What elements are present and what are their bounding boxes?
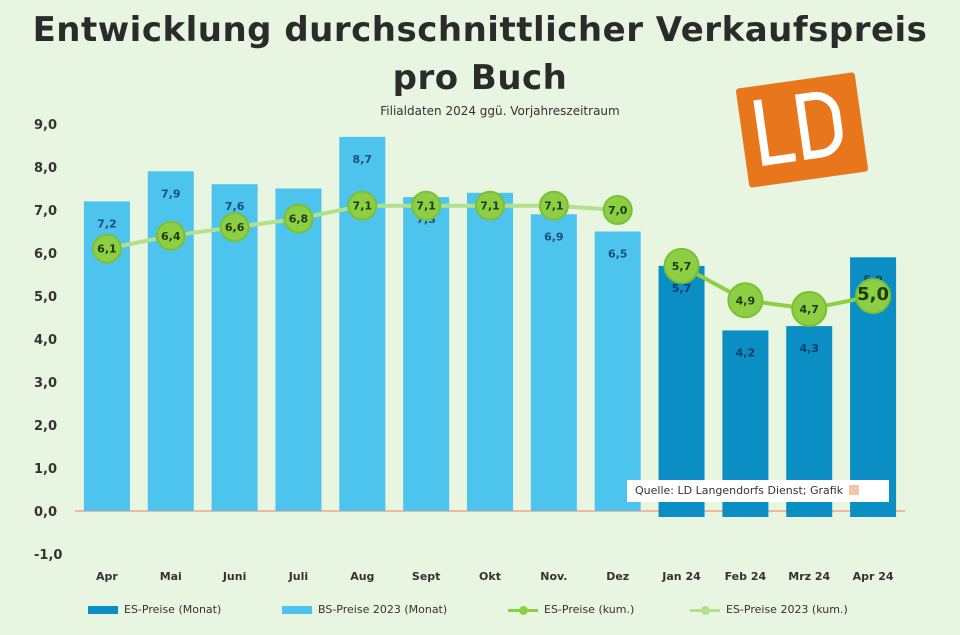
- series-line: [680, 264, 874, 311]
- line-point: [155, 220, 186, 251]
- chart-title-line-2: pro Buch: [392, 58, 568, 98]
- y-tick-label: 5,0: [34, 290, 57, 305]
- y-tick-label: 6,0: [34, 247, 57, 262]
- line-data-label: 7,1: [544, 200, 564, 213]
- legend-swatch: [282, 606, 312, 614]
- x-tick-label: Aug: [350, 570, 374, 583]
- x-tick-label: Mai: [160, 570, 182, 583]
- bar-data-label: 7,9: [161, 187, 181, 200]
- bar: [467, 192, 513, 512]
- x-tick-label: Dez: [606, 570, 629, 583]
- bar-data-label: 4,3: [799, 342, 819, 355]
- bar-data-label: 5,7: [672, 282, 692, 295]
- x-tick-label: Mrz 24: [788, 570, 830, 583]
- x-tick-label: Nov.: [540, 570, 567, 583]
- bar-data-label: 4,2: [736, 346, 756, 359]
- x-tick-label: Apr: [96, 570, 118, 583]
- legend-line: [508, 605, 538, 615]
- line-point: [283, 203, 314, 234]
- line-point: [727, 282, 764, 319]
- chart-title-line-1: Entwicklung durchschnittlicher Verkaufsp…: [32, 10, 928, 50]
- legend-label: ES-Preise (kum.): [544, 603, 635, 616]
- line-data-label: 6,4: [161, 230, 181, 243]
- line-data-label: 4,7: [799, 303, 819, 316]
- line-data-label: 4,9: [736, 294, 756, 307]
- bar-data-label: 6,5: [608, 248, 628, 261]
- legend-label: BS-Preise 2023 (Monat): [318, 603, 448, 616]
- line-data-label: 7,0: [608, 204, 628, 217]
- bar-data-label: 7,6: [225, 200, 245, 213]
- y-tick-label: 8,0: [34, 161, 57, 176]
- ld-logo-icon: [735, 72, 869, 188]
- source-note-swatch: [849, 485, 860, 495]
- chart-subtitle: Filialdaten 2024 ggü. Vorjahreszeitraum: [380, 104, 620, 118]
- bar: [658, 265, 705, 517]
- y-tick-label: -1,0: [34, 548, 62, 563]
- legend-label: ES-Preise (Monat): [124, 603, 222, 616]
- line-point: [791, 290, 828, 327]
- line-point: [663, 247, 700, 284]
- legend-item-es-2023-kum: ES-Preise 2023 (kum.): [690, 598, 848, 622]
- x-tick-label: Apr 24: [853, 570, 894, 583]
- chart-legend: ES-Preise (Monat) BS-Preise 2023 (Monat)…: [0, 598, 960, 622]
- line-data-label: 7,1: [416, 200, 436, 213]
- x-tick-label: Feb 24: [725, 570, 767, 583]
- bar: [530, 214, 577, 512]
- line-point: [91, 233, 122, 264]
- legend-line: [690, 605, 720, 615]
- x-tick-label: Jan 24: [661, 570, 701, 583]
- line-data-label: 5,0: [857, 284, 889, 305]
- line-data-label: 5,7: [672, 260, 692, 273]
- bar-data-label: 6,9: [544, 230, 564, 243]
- chart-title: Entwicklung durchschnittlicher Verkaufsp…: [0, 6, 960, 102]
- legend-label: ES-Preise 2023 (kum.): [726, 603, 848, 616]
- x-tick-label: Juli: [288, 570, 308, 583]
- line-point: [602, 195, 633, 225]
- legend-item-es-monat: ES-Preise (Monat): [88, 598, 221, 622]
- y-tick-label: 4,0: [34, 333, 57, 348]
- line-point: [411, 190, 442, 221]
- line-data-label: 6,1: [97, 243, 117, 256]
- line-data-label: 6,6: [225, 221, 245, 234]
- bar-data-label: 7,2: [97, 217, 117, 230]
- source-note-text: Quelle: LD Langendorfs Dienst; Grafik: [635, 484, 844, 497]
- line-point: [475, 190, 505, 221]
- line-point: [347, 190, 378, 221]
- y-tick-label: 7,0: [34, 204, 57, 219]
- x-tick-label: Sept: [412, 570, 441, 583]
- y-tick-label: 2,0: [34, 419, 57, 434]
- y-tick-label: 9,0: [34, 118, 57, 133]
- line-point: [219, 212, 250, 243]
- line-point: [538, 190, 569, 221]
- source-note: Quelle: LD Langendorfs Dienst; Grafik: [627, 480, 889, 502]
- bar: [594, 231, 641, 511]
- line-data-label: 6,8: [289, 213, 309, 226]
- bar: [275, 188, 322, 511]
- bar: [403, 197, 450, 511]
- line-data-label: 7,1: [353, 200, 373, 213]
- x-tick-label: Juni: [222, 570, 247, 583]
- legend-item-es-kum: ES-Preise (kum.): [508, 598, 634, 622]
- legend-swatch: [88, 606, 118, 614]
- legend-item-bs-2023-monat: BS-Preise 2023 (Monat): [282, 598, 447, 622]
- bar-data-label: 8,7: [353, 153, 373, 166]
- y-tick-label: 3,0: [34, 376, 57, 391]
- y-tick-label: 0,0: [34, 505, 57, 520]
- y-tick-label: 1,0: [34, 462, 57, 477]
- line-data-label: 7,1: [480, 200, 500, 213]
- x-tick-label: Okt: [479, 570, 501, 583]
- line-point: [855, 278, 892, 314]
